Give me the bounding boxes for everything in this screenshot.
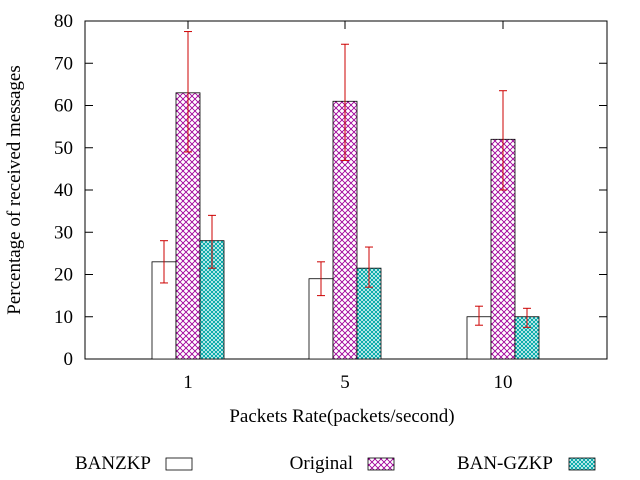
legend-swatch xyxy=(165,457,193,471)
y-tick-label: 60 xyxy=(54,96,73,117)
legend-label: BANZKP xyxy=(75,453,151,474)
error-bars xyxy=(160,31,531,328)
legend-swatch xyxy=(568,457,596,471)
legend-label: Original xyxy=(290,453,353,474)
x-axis-label: Packets Rate(packets/second) xyxy=(229,406,454,427)
y-axis-label: Percentage of received messages xyxy=(4,65,25,315)
y-tick-label: 70 xyxy=(54,53,73,74)
y-tick-label: 50 xyxy=(54,138,73,159)
y-tick-label: 80 xyxy=(54,11,73,32)
legend-label: BAN-GZKP xyxy=(457,453,553,474)
y-tick-label: 40 xyxy=(54,180,73,201)
y-tick-label: 0 xyxy=(64,349,74,370)
legend: BANZKP Original BAN-GZKP xyxy=(75,453,596,474)
x-tick-label: 5 xyxy=(340,372,350,393)
x-tick-label: 10 xyxy=(494,372,513,393)
x-tick-label: 1 xyxy=(183,372,193,393)
y-tick-label: 30 xyxy=(54,222,73,243)
y-tick-label: 20 xyxy=(54,265,73,286)
y-tick-label: 10 xyxy=(54,307,73,328)
y-axis: 0 10 20 30 40 50 60 70 80 xyxy=(54,11,607,370)
legend-swatch xyxy=(367,457,395,471)
